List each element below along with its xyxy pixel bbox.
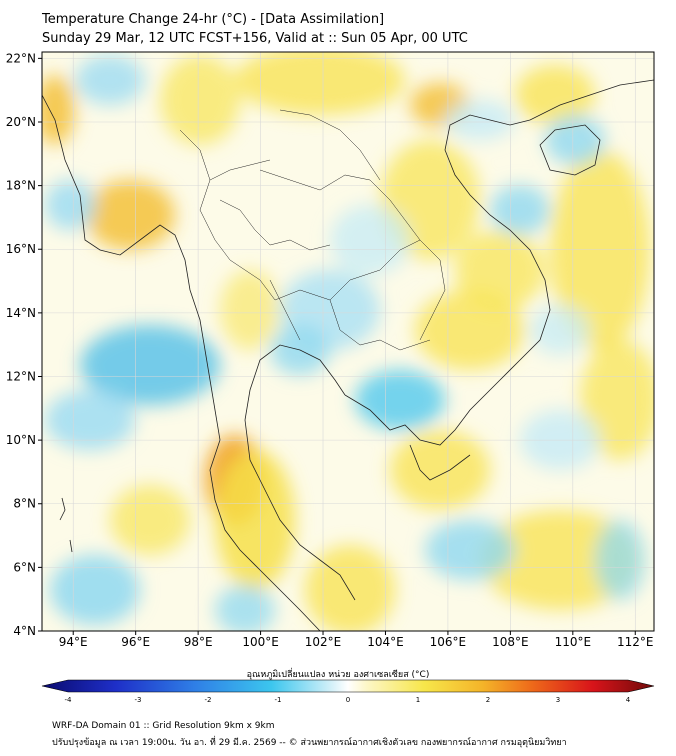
colorbar-tick-label: -1 (275, 696, 282, 704)
lon-tick-label: 108°E (492, 635, 529, 649)
colorbar-tick-label: -2 (205, 696, 212, 704)
footer-update-info: ปรับปรุงข้อมูล ณ เวลา 19:00น. วัน อา. ที… (52, 738, 567, 748)
temperature-field (42, 52, 654, 631)
colorbar-tick-label: 4 (626, 696, 631, 704)
grid-lines (42, 52, 654, 631)
lon-tick-label: 98°E (184, 635, 213, 649)
colorbar-tick-label: 0 (346, 696, 350, 704)
map-frame (41, 51, 655, 632)
lat-tick-label: 4°N (13, 624, 36, 638)
lon-tick-label: 104°E (367, 635, 404, 649)
colorbar-ticks: -4 -3 -2 -1 0 1 2 3 4 (65, 696, 631, 704)
lat-tick-label: 12°N (6, 369, 36, 383)
lat-tick-label: 22°N (6, 51, 36, 65)
colorbar-tick-label: 2 (486, 696, 490, 704)
lon-tick-label: 106°E (430, 635, 467, 649)
colorbar-title: อุณหภูมิเปลี่ยนแปลง หน่วย องศาเซลเซียส (… (246, 670, 430, 680)
colorbar-tick-label: 3 (556, 696, 560, 704)
country-borders (179, 109, 446, 351)
colorbar-bar (41, 679, 655, 693)
lon-tick-label: 102°E (305, 635, 342, 649)
lat-tick-label: 14°N (6, 306, 36, 320)
lat-tick-label: 6°N (13, 560, 36, 574)
latitude-axis: 4°N 6°N 8°N 10°N 12°N 14°N 16°N 18°N 20°N 22°N (6, 51, 42, 638)
lon-tick-label: 110°E (555, 635, 592, 649)
lon-tick-label: 112°E (617, 635, 654, 649)
lat-tick-label: 18°N (6, 179, 36, 193)
footer-model-info: WRF-DA Domain 01 :: Grid Resolution 9km … (52, 721, 275, 731)
lat-tick-label: 16°N (6, 242, 36, 256)
lat-tick-label: 8°N (13, 497, 36, 511)
colorbar-tick-label: 1 (416, 696, 420, 704)
coastlines (42, 79, 654, 631)
longitude-axis: 94°E 96°E 98°E 100°E 102°E 104°E 106°E 108°E 110… (59, 631, 654, 649)
lat-tick-label: 10°N (6, 433, 36, 447)
map-title: Temperature Change 24-hr (°C) - [Data As… (42, 12, 385, 27)
lon-tick-label: 96°E (121, 635, 150, 649)
lon-tick-label: 94°E (59, 635, 88, 649)
colorbar-tick-label: -4 (65, 696, 73, 704)
lat-tick-label: 20°N (6, 115, 36, 129)
lon-tick-label: 100°E (242, 635, 279, 649)
colorbar: -4 -3 -2 -1 0 1 2 3 4 (41, 679, 655, 704)
colorbar-tick-label: -3 (135, 696, 142, 704)
map-subtitle: Sunday 29 Mar, 12 UTC FCST+156, Valid at… (42, 31, 468, 46)
